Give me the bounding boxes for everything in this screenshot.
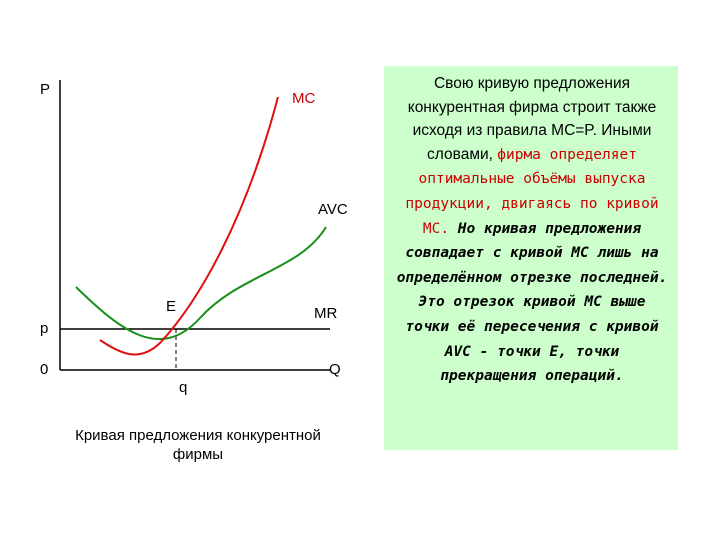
mc-curve [99,96,279,356]
price-label: p [40,320,48,337]
quantity-label: q [179,379,187,396]
origin-label: 0 [40,361,48,378]
mc-curve-label: MC [292,90,315,107]
avc-curve-label: AVC [318,201,348,218]
explanation-box: Свою кривую предложения конкурентная фир… [384,66,678,450]
explanation-text-highlight: фирма определяет оптимальные объёмы выпу… [405,146,659,237]
axis-y-label: P [40,81,50,98]
caption-line-1: Кривая предложения конкурентной [75,427,321,444]
point-e-label: E [166,298,176,315]
caption-line-2: фирмы [172,446,224,463]
axis-x-label: Q [329,361,341,378]
explanation-text-normal: Свою кривую предложения конкурентная фир… [407,75,657,163]
mr-line-label: MR [314,305,337,322]
avc-curve [75,226,327,341]
explanation-text-emphasis: Но кривая предложения совпадает с кривой… [396,220,668,385]
diagram-caption: Кривая предложения конкурентной фирмы [28,426,368,464]
